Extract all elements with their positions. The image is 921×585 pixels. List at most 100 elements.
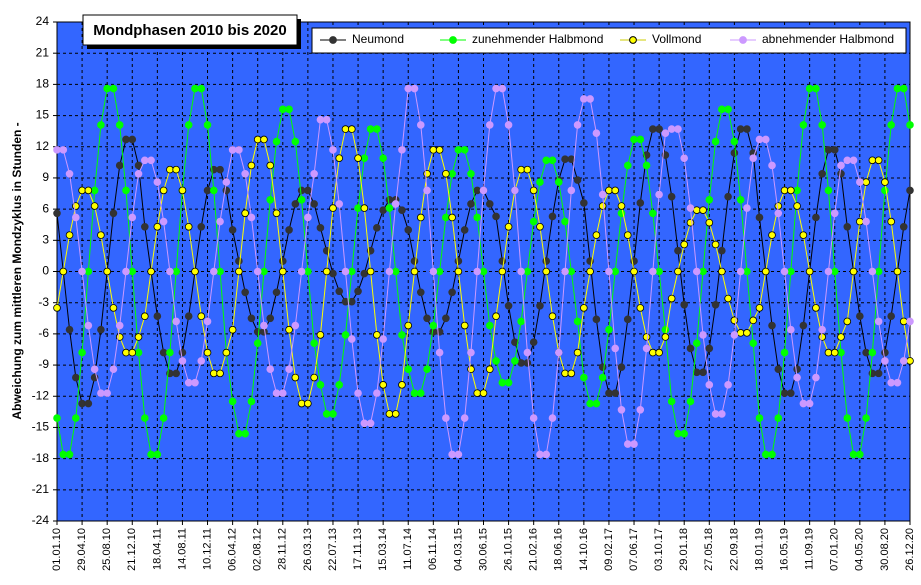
data-point [416,288,425,297]
data-point [492,84,500,93]
data-point [128,348,137,357]
data-point [718,246,726,255]
y-tick-label: 18 [36,77,50,91]
data-point [310,373,318,382]
data-point [460,146,469,154]
data-point [285,325,293,334]
data-point [442,314,450,323]
data-point [787,389,795,397]
data-point [253,267,262,276]
data-point [680,154,689,162]
data-point [373,331,381,339]
data-point [172,317,180,326]
data-point [699,206,707,214]
data-point [636,405,645,414]
data-point [899,222,908,231]
data-point [278,105,287,114]
data-point [630,440,638,448]
data-point [416,389,425,397]
x-tick-label: 11.09.19 [804,528,816,570]
data-point [830,348,839,357]
data-point [504,378,513,387]
data-point [178,357,187,365]
data-point [435,348,444,357]
data-point [147,450,155,459]
data-point [623,161,632,170]
data-point [366,419,375,428]
data-point [862,178,870,186]
x-tick-label: 06.04.12 [227,528,239,571]
data-point [592,231,601,239]
data-point [812,304,820,312]
data-point [761,450,770,459]
x-tick-label: 01.01.10 [51,528,63,571]
data-point [830,146,839,154]
data-point [304,213,312,222]
data-point [479,389,488,397]
data-point [448,213,456,222]
y-tick-label: 9 [42,170,49,184]
data-point [78,186,86,195]
data-point [210,369,218,378]
data-point [216,217,224,226]
data-point [529,186,538,195]
data-point [460,226,469,234]
data-point [435,267,444,276]
data-point [184,121,193,129]
data-point [354,204,362,212]
data-point [228,325,237,334]
legend-marker [629,36,637,44]
data-point [360,419,369,428]
data-point [874,267,883,276]
data-point [705,195,714,204]
data-point [322,410,331,418]
data-point [736,329,745,337]
data-point [272,389,281,397]
data-point [856,217,864,226]
data-point [153,178,162,186]
data-point [291,200,300,208]
data-point [554,348,563,357]
data-point [272,288,281,297]
data-point [655,267,663,276]
data-point [674,267,682,276]
data-point [166,165,174,174]
data-point [837,169,845,178]
data-point [310,339,318,348]
data-point [843,156,852,165]
data-point [498,257,507,265]
data-point [347,267,356,276]
data-point [329,204,337,212]
x-tick-label: 18.01.19 [753,528,765,571]
x-tick-label: 03.10.17 [653,528,665,571]
data-point [260,135,268,144]
x-tick-label: 26.10.15 [502,528,514,571]
data-point [755,135,764,144]
data-point [837,161,845,170]
data-point [542,257,551,265]
data-point [241,169,249,178]
y-tick-label: -12 [32,388,50,402]
data-point [153,450,162,459]
data-point [398,206,406,214]
x-tick-label: 18.06.16 [553,528,565,571]
y-tick-label: -9 [38,357,49,371]
data-point [749,339,757,348]
data-point [410,257,419,265]
data-point [316,381,325,389]
data-point [705,381,714,389]
data-point [166,267,174,276]
data-point [761,135,770,144]
data-point [53,146,61,154]
data-point [454,267,463,276]
data-point [341,331,350,339]
data-point [442,414,450,422]
data-point [379,154,387,162]
data-point [366,267,375,276]
data-point [492,312,500,321]
data-point [310,169,318,178]
data-point [799,321,808,330]
data-point [881,348,889,357]
data-point [705,344,714,353]
data-point [360,269,369,278]
